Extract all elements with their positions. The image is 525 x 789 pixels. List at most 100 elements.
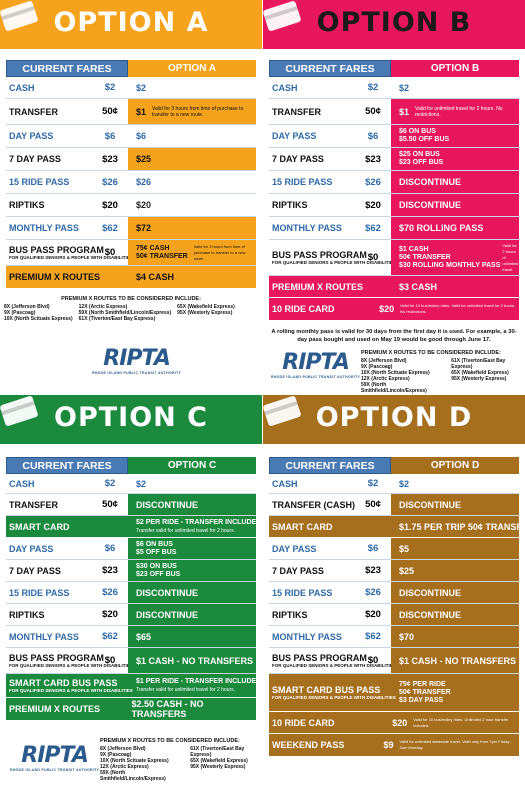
- table-header: CURRENT FARES OPTION A: [6, 60, 256, 77]
- ripta-logo: RIPTA RHODE ISLAND PUBLIC TRANSIT AUTHOR…: [271, 350, 360, 379]
- premium-col: 8X (Jefferson Blvd) 9X (Pascoag) 10X (No…: [100, 746, 184, 782]
- option-value: $2: [128, 77, 256, 98]
- table-row: RIPTIKS $20 DISCONTINUE: [269, 194, 519, 217]
- option-value: $26: [128, 171, 256, 193]
- table-row: RIPTIKS $20 $20: [6, 194, 256, 217]
- route-item: 12X (Arctic Express): [78, 304, 128, 310]
- fare-label-text: SMART CARD BUS PASS: [9, 678, 118, 688]
- fare-label: CASH: [9, 478, 35, 489]
- premium-routes-title: PREMIUM X ROUTES TO BE CONSIDERED INCLUD…: [361, 350, 501, 356]
- option-line: 50¢ TRANSFER: [399, 253, 451, 261]
- current-value: $6: [367, 543, 379, 554]
- route-item: 95X (Westerly Express): [451, 376, 507, 382]
- fare-label: RIPTIKS: [9, 200, 45, 210]
- option-c-title: OPTION C: [54, 402, 208, 433]
- fare-label: 15 RIDE PASS: [272, 177, 333, 187]
- premium-routes-list: PREMIUM X ROUTES TO BE CONSIDERED INCLUD…: [4, 296, 258, 322]
- option-line: $5 OFF BUS: [136, 548, 177, 556]
- route-item: 10X (North Scituate Express): [361, 370, 430, 376]
- current-value: $62: [365, 222, 381, 234]
- premium-routes-list: PREMIUM X ROUTES TO BE CONSIDERED INCLUD…: [100, 738, 260, 782]
- premium-col: 65X (Wakefield Express) 95X (Westerly Ex…: [177, 304, 235, 322]
- premium-row: PREMIUM X ROUTES $4 CASH: [6, 266, 256, 288]
- option-value: $1 Valid for 3 hours from time of purcha…: [128, 99, 256, 124]
- option-value: DISCONTINUE: [128, 494, 256, 515]
- fare-label: PREMIUM X ROUTES: [272, 281, 364, 292]
- table-row: SMART CARD BUS PASS FOR QUALIFIED SENIOR…: [6, 674, 256, 698]
- logo-mark: RIPTA: [21, 743, 89, 768]
- option-d-panel: OPTION D CURRENT FARES OPTION D CASH $2 …: [263, 395, 525, 789]
- current-value: $0: [367, 252, 379, 263]
- table-row: CASH $2 $2: [269, 77, 519, 99]
- option-lines: $1 PER RIDE - TRANSFER INCLUDED Transfer…: [136, 678, 256, 694]
- option-line: $25 ON BUS: [399, 151, 440, 158]
- fare-label: 10 RIDE CARD: [272, 304, 335, 314]
- option-value: $3 CASH: [399, 281, 438, 292]
- option-value: $1 PER RIDE - TRANSFER INCLUDED Transfer…: [128, 674, 256, 697]
- table-row: 15 RIDE PASS $26 DISCONTINUE: [269, 171, 519, 194]
- premium-routes-title: PREMIUM X ROUTES TO BE CONSIDERED INCLUD…: [100, 738, 240, 744]
- option-d-banner: OPTION D: [263, 395, 525, 444]
- option-line: $30 ROLLING MONTHLY PASS: [399, 261, 501, 269]
- option-price: $1: [136, 106, 147, 117]
- current-value: $20: [365, 609, 381, 620]
- option-value: $1 CASH - NO TRANSFERS: [128, 648, 256, 673]
- option-value: 75¢ PER RIDE 50¢ TRANSFER $3 DAY PASS: [391, 674, 519, 711]
- fare-label: 7 DAY PASS: [9, 154, 61, 164]
- option-value: DISCONTINUE: [391, 171, 519, 193]
- option-b-panel: OPTION B CURRENT FARES OPTION B CASH $2 …: [263, 0, 525, 394]
- current-value: $2: [104, 82, 116, 93]
- current-fares-header: CURRENT FARES: [6, 60, 128, 77]
- table-row: SMART CARD $1.75 PER TRIP 50¢ TRANSFER: [269, 516, 519, 538]
- route-item: 12X (Arctic Express): [100, 764, 149, 770]
- current-value: 50¢: [102, 499, 118, 510]
- option-lines: 75¢ PER RIDE 50¢ TRANSFER $3 DAY PASS: [399, 681, 451, 705]
- current-value: $26: [102, 587, 118, 598]
- fare-sublabel: FOR QUALIFIED SENIORS & PEOPLE WITH DISA…: [9, 663, 133, 668]
- fare-label: RIPTIKS: [272, 200, 308, 210]
- option-lines: $6 ON BUS $5 OFF BUS: [136, 541, 176, 557]
- option-line: $1 CASH: [399, 245, 429, 253]
- current-value: $6: [367, 130, 379, 142]
- option-d-title: OPTION D: [315, 402, 473, 433]
- route-item: 61X (Tiverton/East Bay Express): [190, 746, 245, 758]
- current-value: $62: [102, 631, 118, 642]
- table-row: WEEKEND PASS $9 Valid for unlimited stat…: [269, 734, 519, 756]
- fare-label: TRANSFER: [9, 106, 58, 117]
- fare-label: MONTHLY PASS: [272, 223, 342, 233]
- route-item: 9X (Pascoag): [361, 364, 393, 370]
- table-row: PREMIUM X ROUTES $3 CASH: [269, 276, 519, 298]
- table-row: DAY PASS $6 $6 ON BUS $5.50 OFF BUS: [269, 125, 519, 148]
- option-line: $23 OFF BUS: [136, 570, 181, 578]
- option-note: Valid for unlimited travel for 2 hours. …: [415, 105, 503, 118]
- current-fares-header: CURRENT FARES: [6, 457, 128, 474]
- option-line: $6 ON BUS: [136, 540, 173, 548]
- option-b-table: CURRENT FARES OPTION B CASH $2 $2 TRANSF…: [269, 60, 519, 320]
- table-row: 7 DAY PASS $23 $25 ON BUS $23 OFF BUS: [269, 148, 519, 171]
- fare-label: MONTHLY PASS: [9, 631, 79, 642]
- route-item: 59X (North Smithfield/Lincoln/Express): [78, 310, 172, 316]
- option-value: $70: [391, 626, 519, 647]
- fare-label: 10 RIDE CARD: [272, 717, 335, 728]
- premium-row: PREMIUM X ROUTES $3 CASH: [269, 276, 519, 297]
- option-value: DISCONTINUE: [391, 494, 519, 515]
- option-value: DISCONTINUE: [391, 582, 519, 603]
- table-row: CASH $2 $2: [6, 474, 256, 494]
- option-value: DISCONTINUE: [128, 582, 256, 603]
- table-row: 7 DAY PASS $23 $25: [6, 148, 256, 171]
- option-lines: $30 ON BUS $23 OFF BUS: [136, 563, 180, 579]
- option-value: $1 CASH - NO TRANSFERS: [391, 648, 519, 673]
- current-fares-header: CURRENT FARES: [269, 60, 391, 77]
- current-value: $20: [102, 199, 118, 211]
- current-value: $20: [365, 199, 381, 211]
- table-row: 7 DAY PASS $23 $30 ON BUS $23 OFF BUS: [6, 560, 256, 582]
- table-row: BUS PASS PROGRAM FOR QUALIFIED SENIORS &…: [6, 240, 256, 266]
- route-item: 95X (Westerly Express): [190, 764, 246, 770]
- fare-label: DAY PASS: [9, 131, 54, 141]
- table-row: TRANSFER 50¢ $1 Valid for 3 hours from t…: [6, 99, 256, 125]
- option-line: $23 OFF BUS: [399, 159, 444, 166]
- current-value: 50¢: [365, 499, 381, 510]
- option-line: Transfer valid for unlimited travel for …: [136, 686, 236, 693]
- route-item: 95X (Westerly Express): [177, 310, 233, 316]
- table-row: SMART CARD BUS PASS FOR QUALIFIED SENIOR…: [269, 674, 519, 712]
